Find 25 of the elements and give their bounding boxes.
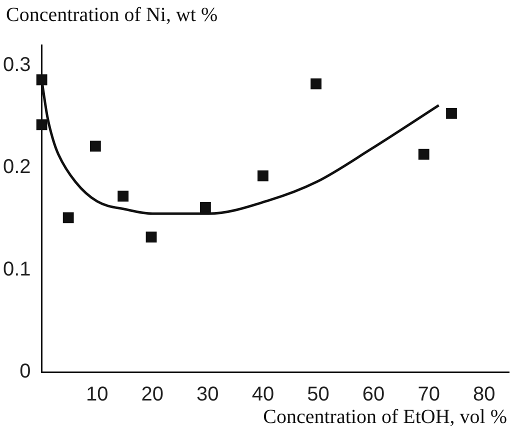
x-tick-label: 10: [86, 384, 108, 406]
x-tick-label: 70: [418, 384, 440, 406]
point: [146, 232, 157, 243]
x-tick-label: 80: [472, 384, 496, 406]
point: [118, 190, 129, 202]
y-tick-label: 0: [20, 360, 31, 383]
y-tick-label: 0.3: [2, 54, 31, 76]
x-tick-label: 60: [362, 384, 385, 406]
point: [418, 148, 430, 160]
x-tick-label: 50: [307, 384, 330, 406]
point: [258, 170, 268, 182]
x-tick-label: 30: [196, 384, 219, 406]
y-axis-title: Concentration of Ni, wt %: [6, 4, 218, 27]
point: [200, 202, 211, 213]
point: [310, 78, 322, 90]
point: [62, 212, 74, 224]
x-axis-title: Concentration of EtOH, vol %: [263, 406, 507, 429]
point: [90, 140, 101, 152]
x-tick-label: 20: [141, 384, 164, 406]
point: [36, 119, 48, 130]
point: [446, 108, 457, 119]
y-tick-label: 0.2: [2, 156, 31, 178]
x-tick-label: 40: [252, 384, 274, 406]
y-tick-label: 0.1: [2, 258, 31, 280]
point: [36, 74, 48, 86]
